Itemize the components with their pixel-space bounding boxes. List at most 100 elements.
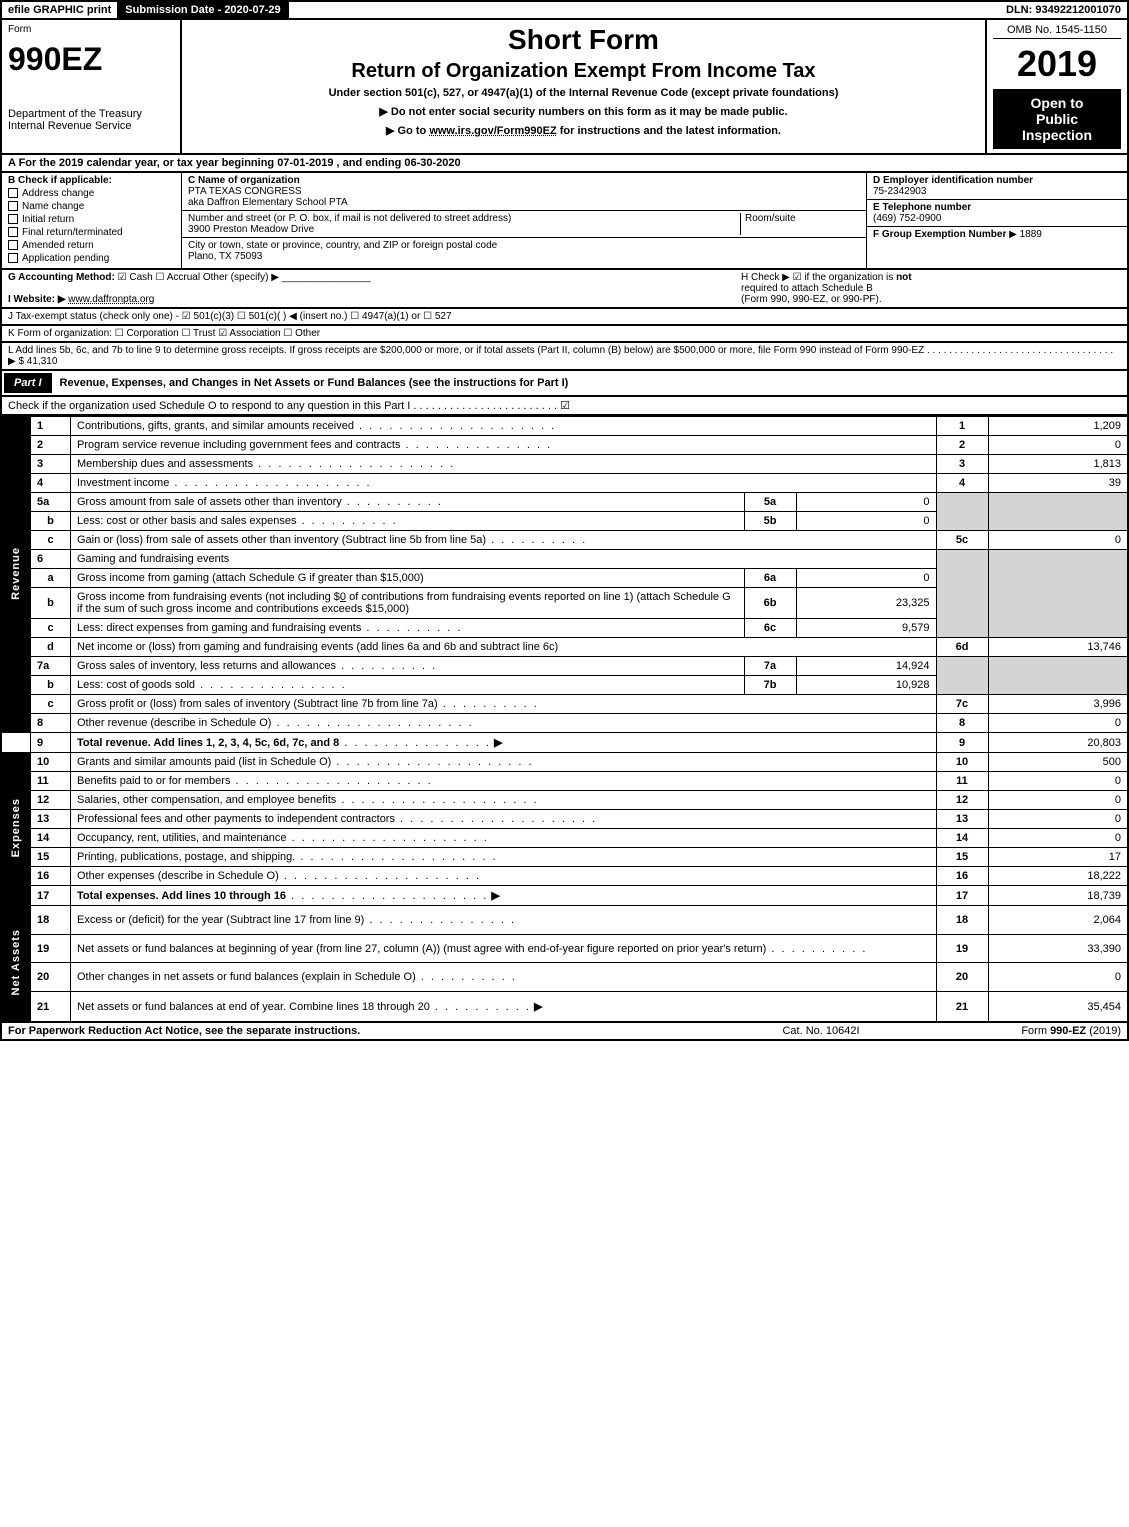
l1-desc: Contributions, gifts, grants, and simila… (77, 420, 556, 432)
l16-desc: Other expenses (describe in Schedule O) (77, 870, 481, 882)
addr-value: 3900 Preston Meadow Drive (188, 224, 314, 235)
topbar: efile GRAPHIC print Submission Date - 20… (0, 0, 1129, 20)
l7c-amt: 3,996 (988, 695, 1128, 714)
i-label: I Website: ▶ (8, 294, 66, 305)
l17-num: 17 (31, 886, 71, 906)
open-public-box: Open to Public Inspection (993, 89, 1121, 149)
l20-num: 20 (31, 963, 71, 992)
l6d-desc: Net income or (loss) from gaming and fun… (71, 638, 937, 657)
l2-num: 2 (31, 436, 71, 455)
lbl-address-change: Address change (22, 188, 94, 199)
room-label: Room/suite (745, 213, 796, 224)
g-cash: Cash (129, 272, 152, 283)
chk-name-change[interactable] (8, 201, 18, 211)
l2-box: 2 (936, 436, 988, 455)
h-label: H Check ▶ ☑ if the organization is not (741, 272, 912, 283)
lbl-application-pending: Application pending (22, 253, 109, 264)
c-name-label: C Name of organization (188, 175, 300, 186)
l7b-num: b (31, 676, 71, 695)
l16-amt: 18,222 (988, 867, 1128, 886)
efile-label[interactable]: efile GRAPHIC print (2, 2, 119, 18)
chk-address-change[interactable] (8, 188, 18, 198)
l21-num: 21 (31, 992, 71, 1022)
column-d: D Employer identification number 75-2342… (867, 173, 1127, 268)
chk-final-return[interactable] (8, 227, 18, 237)
l20-amt: 0 (988, 963, 1128, 992)
l10-amt: 500 (988, 753, 1128, 772)
lbl-amended-return: Amended return (22, 240, 94, 251)
l7c-desc: Gross profit or (loss) from sales of inv… (77, 698, 539, 710)
l1-num: 1 (31, 417, 71, 436)
l6c-num: c (31, 619, 71, 638)
l15-box: 15 (936, 848, 988, 867)
l5-shade2 (988, 493, 1128, 531)
l5b-desc: Less: cost or other basis and sales expe… (77, 515, 398, 527)
lbl-initial-return: Initial return (22, 214, 74, 225)
rev-blank (1, 733, 31, 753)
open-l2: Public (997, 111, 1117, 127)
org-name-1: PTA TEXAS CONGRESS (188, 186, 302, 197)
row-gh: G Accounting Method: ☑ Cash ☐ Accrual Ot… (0, 270, 1129, 309)
l11-desc: Benefits paid to or for members (77, 775, 433, 787)
l16-box: 16 (936, 867, 988, 886)
expenses-sidelabel: Expenses (1, 753, 31, 906)
l12-num: 12 (31, 791, 71, 810)
l9-desc: Total revenue. Add lines 1, 2, 3, 4, 5c,… (77, 737, 339, 749)
chk-initial-return[interactable] (8, 214, 18, 224)
l7c-num: c (31, 695, 71, 714)
l7b-desc: Less: cost of goods sold (77, 679, 347, 691)
l12-box: 12 (936, 791, 988, 810)
l18-num: 18 (31, 906, 71, 935)
l5b-num: b (31, 512, 71, 531)
l15-amt: 17 (988, 848, 1128, 867)
irs-url-link[interactable]: www.irs.gov/Form990EZ (429, 125, 556, 137)
l14-box: 14 (936, 829, 988, 848)
l19-amt: 33,390 (988, 934, 1128, 963)
l6a-desc: Gross income from gaming (attach Schedul… (71, 569, 745, 588)
l6b-ibox: 6b (744, 588, 796, 619)
l5c-desc: Gain or (loss) from sale of assets other… (77, 534, 587, 546)
l6c-ibox: 6c (744, 619, 796, 638)
l6-desc: Gaming and fundraising events (71, 550, 937, 569)
g-accrual: Accrual (167, 272, 200, 283)
l5b-ibox: 5b (744, 512, 796, 531)
chk-application-pending[interactable] (8, 253, 18, 263)
goto-suffix: for instructions and the latest informat… (557, 125, 781, 137)
lbl-final-return: Final return/terminated (22, 227, 123, 238)
column-b: B Check if applicable: Address change Na… (2, 173, 182, 268)
l18-amt: 2,064 (988, 906, 1128, 935)
l2-amt: 0 (988, 436, 1128, 455)
l5c-amt: 0 (988, 531, 1128, 550)
chk-amended-return[interactable] (8, 240, 18, 250)
part-i-header: Part I Revenue, Expenses, and Changes in… (0, 371, 1129, 397)
l9-arrow: ▶ (494, 737, 502, 749)
website-link[interactable]: www.daffronpta.org (68, 294, 154, 305)
row-k: K Form of organization: ☐ Corporation ☐ … (0, 326, 1129, 343)
l3-amt: 1,813 (988, 455, 1128, 474)
l20-desc: Other changes in net assets or fund bala… (77, 971, 517, 983)
l7a-num: 7a (31, 657, 71, 676)
l6c-iamt: 9,579 (796, 619, 936, 638)
l1-box: 1 (936, 417, 988, 436)
short-form-title: Short Form (188, 24, 979, 56)
l4-amt: 39 (988, 474, 1128, 493)
l14-amt: 0 (988, 829, 1128, 848)
ssn-warning: ▶ Do not enter social security numbers o… (188, 105, 979, 118)
grp-label: F Group Exemption Number (873, 229, 1006, 240)
row-j: J Tax-exempt status (check only one) - ☑… (0, 309, 1129, 326)
l6-num: 6 (31, 550, 71, 569)
l6b-num: b (31, 588, 71, 619)
l4-box: 4 (936, 474, 988, 493)
l6d-box: 6d (936, 638, 988, 657)
part-i-tag: Part I (4, 373, 52, 393)
l19-box: 19 (936, 934, 988, 963)
l14-num: 14 (31, 829, 71, 848)
tel-label: E Telephone number (873, 202, 971, 213)
l7c-box: 7c (936, 695, 988, 714)
footer-right: Form 990-EZ (2019) (921, 1025, 1121, 1037)
l5a-ibox: 5a (744, 493, 796, 512)
l6d-num: d (31, 638, 71, 657)
h-tail2: (Form 990, 990-EZ, or 990-PF). (741, 294, 882, 305)
tax-year: 2019 (993, 43, 1121, 85)
l6b-iamt: 23,325 (796, 588, 936, 619)
